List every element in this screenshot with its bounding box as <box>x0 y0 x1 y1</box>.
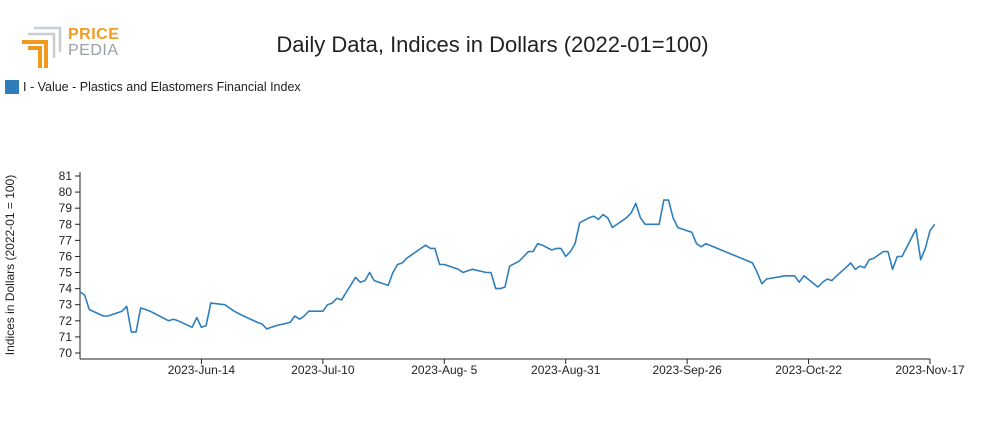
y-axis-label: Indices in Dollars (2022-01 = 100) <box>3 175 17 355</box>
logo-text-pedia: PEDIA <box>68 42 119 59</box>
x-tick-label: 2023-Oct-22 <box>775 363 842 377</box>
legend-label: I - Value - Plastics and Elastomers Fina… <box>23 80 301 94</box>
y-tick-label: 75 <box>59 266 73 280</box>
y-tick-label: 81 <box>59 169 73 183</box>
y-tick-label: 80 <box>59 185 73 199</box>
series-line <box>79 199 936 333</box>
y-tick-label: 79 <box>59 201 73 215</box>
y-tick-label: 77 <box>59 233 73 247</box>
y-tick-label: 71 <box>59 330 73 344</box>
x-axis: 2023-Jun-14 2023-Jul-10 2023-Aug- 5 2023-Au… <box>80 358 965 377</box>
y-tick-label: 70 <box>59 346 73 360</box>
x-tick-label: 2023-Aug-31 <box>531 363 601 377</box>
y-axis: 70 71 72 73 74 75 76 77 78 79 80 81 <box>59 169 81 360</box>
pricepedia-logo: PRICE PEDIA <box>20 24 125 72</box>
x-tick-label: 2023-Jun-14 <box>168 363 236 377</box>
y-tick-label: 74 <box>59 282 73 296</box>
chart-title: Daily Data, Indices in Dollars (2022-01=… <box>276 32 709 57</box>
x-tick-label: 2023-Aug- 5 <box>411 363 477 377</box>
x-tick-label: 2023-Nov-17 <box>895 363 965 377</box>
legend[interactable]: I - Value - Plastics and Elastomers Fina… <box>5 80 301 94</box>
legend-swatch <box>5 80 19 94</box>
x-tick-label: 2023-Jul-10 <box>291 363 355 377</box>
y-tick-label: 73 <box>59 298 73 312</box>
logo-mark-icon <box>22 26 62 68</box>
y-tick-label: 76 <box>59 249 73 263</box>
logo-text-price: PRICE <box>68 26 120 43</box>
x-tick-label: 2023-Sep-26 <box>652 363 722 377</box>
series-layer <box>79 199 936 333</box>
y-tick-label: 72 <box>59 314 73 328</box>
y-tick-label: 78 <box>59 217 73 231</box>
